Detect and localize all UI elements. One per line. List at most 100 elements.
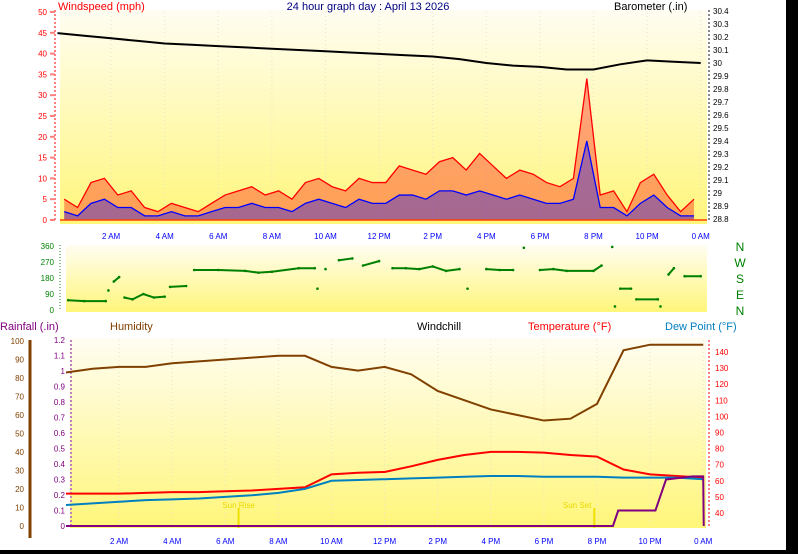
time-tick-label: 2 AM xyxy=(102,232,121,241)
time-tick-label: 2 PM xyxy=(428,537,447,546)
time-tick-label: 8 PM xyxy=(584,232,603,241)
direction-point xyxy=(683,274,686,278)
time-tick-label: 6 PM xyxy=(531,232,550,241)
time-tick-label: 2 AM xyxy=(110,537,129,546)
direction-point xyxy=(104,299,108,303)
direction-point xyxy=(613,305,617,308)
humidity-label: Humidity xyxy=(110,321,153,333)
windspeed-tick-label: 45 xyxy=(38,29,47,38)
direction-point xyxy=(600,264,603,267)
direction-point xyxy=(141,292,145,296)
direction-point xyxy=(619,287,622,290)
direction-tick-label: 270 xyxy=(41,258,55,267)
direction-point xyxy=(117,275,121,279)
barometer-tick-label: 30.3 xyxy=(713,20,729,29)
direction-point xyxy=(243,269,247,273)
direction-point xyxy=(297,266,301,270)
direction-point xyxy=(659,305,662,308)
direction-tick-label: 90 xyxy=(45,290,54,299)
time-tick-label: 8 AM xyxy=(269,537,288,546)
direction-segment xyxy=(486,268,500,271)
right-border xyxy=(786,0,798,554)
compass-label: N xyxy=(736,240,745,254)
temperature-label: Temperature (°F) xyxy=(528,321,611,333)
direction-segment xyxy=(124,296,133,301)
temperature-tick-label: 50 xyxy=(715,493,724,502)
rainfall-tick-label: 0.6 xyxy=(54,429,66,438)
direction-point xyxy=(377,259,381,263)
barometer-tick-label: 29.9 xyxy=(713,72,729,81)
compass-label: W xyxy=(734,256,746,270)
direction-segment xyxy=(258,270,272,274)
direction-segment xyxy=(338,257,353,262)
direction-point xyxy=(107,289,110,292)
direction-point xyxy=(112,280,116,283)
time-tick-label: 0 AM xyxy=(692,232,711,241)
temperature-tick-label: 80 xyxy=(715,445,724,454)
direction-segment xyxy=(432,265,447,272)
windspeed-tick-label: 35 xyxy=(38,70,47,79)
windspeed-label: Windspeed (mph) xyxy=(58,1,145,13)
direction-point xyxy=(192,268,196,272)
rainfall-tick-label: 1.1 xyxy=(54,352,66,361)
humidity-tick-label: 70 xyxy=(15,393,24,402)
windspeed-tick-label: 40 xyxy=(38,50,47,59)
direction-segment xyxy=(362,260,380,267)
direction-point xyxy=(123,296,126,299)
rainfall-line xyxy=(66,475,705,527)
windspeed-line-fill xyxy=(64,78,694,220)
temperature-tick-label: 40 xyxy=(715,509,724,518)
time-tick-label: 6 AM xyxy=(209,232,228,241)
direction-segment xyxy=(271,267,299,273)
bottom-border xyxy=(0,550,798,554)
humidity-tick-label: 100 xyxy=(11,337,25,346)
direction-point xyxy=(337,258,341,262)
time-tick-label: 10 AM xyxy=(320,537,343,546)
rainfall-tick-label: 0.1 xyxy=(54,507,66,516)
direction-point xyxy=(511,268,515,272)
direction-point xyxy=(168,285,172,289)
direction-point xyxy=(418,267,421,271)
temperature-tick-label: 60 xyxy=(715,477,724,486)
direction-segment xyxy=(405,267,420,271)
barometer-label: Barometer (.in) xyxy=(614,1,687,13)
rainfall-tick-label: 0.5 xyxy=(54,445,66,454)
humidity-tick-label: 90 xyxy=(15,356,24,365)
direction-segment xyxy=(445,268,460,272)
direction-point xyxy=(270,270,274,274)
temperature-tick-label: 90 xyxy=(715,429,724,438)
windspeed-tick-label: 0 xyxy=(43,216,48,225)
windspeed-line xyxy=(63,78,695,214)
direction-segment xyxy=(142,293,155,299)
time-tick-label: 6 PM xyxy=(535,537,554,546)
sun-label: Sun Set xyxy=(563,501,592,510)
windspeed-tick-label: 20 xyxy=(38,133,47,142)
bottom-plot-area xyxy=(70,338,706,528)
temperature-tick-label: 140 xyxy=(715,348,729,357)
direction-point xyxy=(444,269,448,273)
direction-segment xyxy=(218,269,246,272)
windspeed-tick-label: 15 xyxy=(38,154,47,163)
direction-point xyxy=(404,266,408,270)
barometer-tick-label: 28.9 xyxy=(713,202,729,211)
direction-point xyxy=(257,271,260,274)
direction-point xyxy=(217,268,220,272)
sun-label: Sun Rise xyxy=(222,501,255,510)
direction-segment xyxy=(539,268,554,271)
compass-label: E xyxy=(736,288,744,302)
time-tick-label: 8 AM xyxy=(263,232,282,241)
direction-point xyxy=(316,287,319,290)
rainfall-tick-label: 1.2 xyxy=(54,336,66,345)
barometer-tick-label: 28.8 xyxy=(713,215,729,224)
compass-label: S xyxy=(736,272,744,286)
rainfall-tick-label: 0.3 xyxy=(54,476,66,485)
rainfall-tick-label: 0.9 xyxy=(54,383,66,392)
direction-point xyxy=(592,269,595,273)
rainfall-tick-label: 0.4 xyxy=(54,460,66,469)
direction-segment xyxy=(68,299,85,303)
rainfall-tick-label: 0.2 xyxy=(54,491,66,500)
direction-point xyxy=(83,299,86,303)
direction-tick-label: 180 xyxy=(41,274,55,283)
direction-point xyxy=(565,269,568,273)
